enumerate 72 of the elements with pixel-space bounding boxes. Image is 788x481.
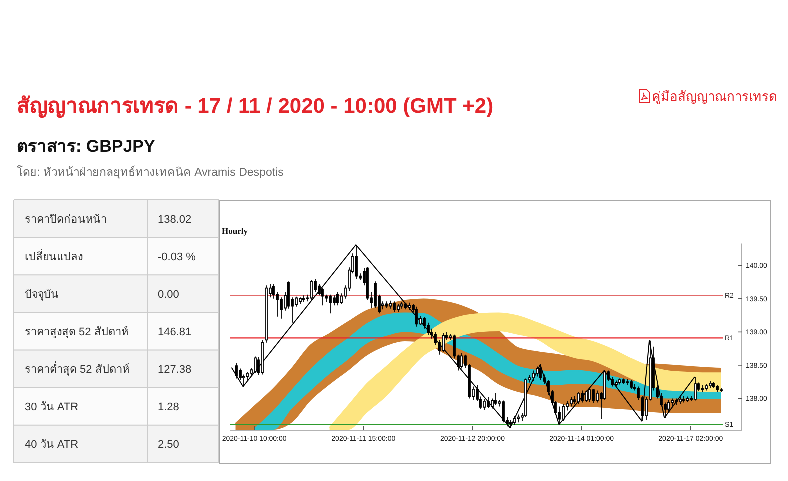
- candlestick: [299, 297, 302, 305]
- text: 0.00: [158, 288, 180, 301]
- candlestick: [675, 398, 678, 406]
- candlestick: [709, 380, 712, 389]
- text: 2.50: [158, 439, 180, 452]
- candlestick: [622, 378, 625, 385]
- candlestick: [336, 292, 339, 306]
- candlestick: [679, 396, 682, 404]
- candlestick: [720, 388, 723, 393]
- candlestick: [442, 333, 445, 353]
- candlestick: [615, 380, 618, 388]
- text: สัญญาณการเทรด - 17 / 11 / 2020 - 10:00 (GMT +2): [17, 95, 494, 119]
- text: ราคาปิดก่อนหน้า: [25, 214, 107, 226]
- candlestick: [329, 294, 332, 314]
- candlestick: [397, 304, 400, 313]
- text: ตราสาร: GBPJPY: [17, 137, 156, 156]
- candlestick: [302, 295, 305, 303]
- text: 138.02: [158, 214, 192, 226]
- text: โดย: หัวหน้าฝ่ายกลยุทธ์ทางเทคนิค Avramis Despotis: [17, 165, 284, 179]
- candlestick: [261, 340, 264, 376]
- candlestick: [404, 302, 407, 310]
- text: 127.38: [158, 364, 192, 376]
- candlestick: [400, 302, 403, 310]
- candlestick: [577, 392, 580, 404]
- candlestick: [701, 384, 704, 393]
- candlestick: [408, 302, 411, 311]
- candlestick: [265, 285, 268, 344]
- candlestick: [581, 390, 584, 404]
- text: 1.28: [158, 402, 180, 414]
- candlestick: [573, 396, 576, 404]
- candlestick: [570, 396, 573, 408]
- candlestick: [393, 301, 396, 313]
- chart-title: Hourly: [222, 226, 249, 236]
- candlestick: [682, 396, 685, 404]
- candlestick: [385, 301, 388, 309]
- candlestick: [517, 414, 520, 424]
- candlestick: [524, 378, 527, 418]
- candlestick: [536, 366, 539, 378]
- candlestick: [513, 416, 516, 426]
- text: ราคาต่ำสุด 52 สัปดาห์: [25, 361, 130, 376]
- candlestick: [532, 370, 535, 382]
- text: 40 วัน ATR: [25, 439, 79, 452]
- text: ปัจจุบัน: [25, 288, 59, 301]
- candlestick: [321, 288, 324, 306]
- candlestick: [539, 364, 542, 381]
- candlestick: [588, 388, 591, 403]
- candlestick: [494, 392, 497, 406]
- text: ราคาสูงสุด 52 สัปดาห์: [25, 326, 128, 338]
- candlestick: [712, 382, 715, 389]
- candlestick: [483, 398, 486, 410]
- candlestick: [585, 390, 588, 403]
- candlestick: [389, 300, 392, 310]
- text: -0.03 %: [158, 251, 196, 264]
- candlestick: [562, 404, 565, 422]
- candlestick: [618, 378, 621, 386]
- candlestick: [626, 378, 629, 386]
- candlestick: [716, 384, 719, 393]
- candlestick: [502, 400, 505, 424]
- candlestick: [415, 306, 418, 328]
- text: 30 วัน ATR: [25, 402, 79, 414]
- candlestick: [487, 396, 490, 408]
- candlestick: [460, 353, 463, 370]
- text: เปลี่ยนแปลง: [25, 248, 83, 264]
- candlestick: [592, 388, 595, 404]
- candlestick: [686, 396, 689, 403]
- candlestick: [705, 384, 708, 392]
- text: 146.81: [158, 326, 192, 338]
- candlestick: [630, 380, 633, 390]
- candlestick: [254, 356, 257, 374]
- candlestick: [310, 280, 313, 301]
- text: คู่มือสัญญาณการเทรด: [652, 89, 777, 105]
- candlestick: [235, 363, 238, 380]
